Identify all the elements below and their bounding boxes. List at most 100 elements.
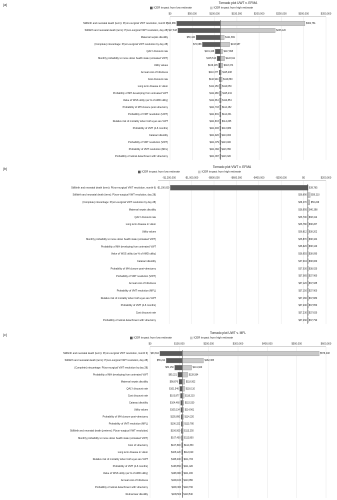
x-tick-label: $150,000 (232, 13, 243, 16)
x-tick-label: -$1,000,000 (185, 177, 199, 180)
category-label: Utility values (154, 64, 169, 67)
bar (177, 28, 221, 33)
bar (220, 21, 306, 26)
category-label: Cost discount rate (128, 394, 149, 397)
value-label: $111,289 (209, 93, 219, 95)
bar (216, 56, 221, 61)
bar (182, 358, 204, 364)
value-label: $104,460 (170, 402, 180, 404)
value-label: $109,300 (171, 487, 181, 489)
value-label: $302,781 (306, 23, 316, 25)
value-label: $236,120 (276, 30, 286, 32)
x-tick-label: $200,000 (254, 13, 265, 16)
value-label: $114,961 (185, 410, 195, 412)
x-tick-label: $350,000 (321, 13, 332, 16)
category-label: Annual cost of blindness (129, 282, 157, 285)
value-label: $108,400 (171, 459, 181, 461)
category-label: Utility values (142, 231, 157, 234)
value-label: $111,364 (209, 100, 219, 102)
value-label: $111,420 (184, 466, 194, 468)
bar (195, 35, 221, 40)
bar (307, 199, 310, 206)
value-label: $37,120 (298, 283, 307, 285)
bar (182, 400, 184, 406)
value-label: $38,120 (309, 246, 318, 248)
value-label: $36,955 (298, 254, 307, 256)
value-label: $37,900 (309, 290, 318, 292)
category-label: (Complete) miscarriage: P(non-surgical V… (82, 201, 156, 204)
value-label: $36,920 (298, 246, 307, 248)
value-label: $37,935 (309, 283, 318, 285)
value-label: $106,322 (171, 424, 181, 426)
bar (182, 393, 185, 399)
panel-label: (b) (3, 167, 7, 171)
category-label: QALY discount rate (127, 387, 149, 390)
value-label: $111,906 (210, 128, 220, 130)
value-label: $38,020 (309, 268, 318, 270)
category-label: Probability of MH closure post-vitrectom… (103, 416, 149, 419)
chart-title: Tornado plot UWT v. MFL (210, 331, 246, 335)
category-label: Annual cost of blindness (121, 479, 149, 482)
value-label: $112,350 (184, 445, 194, 447)
value-label: $116,860 (223, 79, 233, 81)
category-label: Probability of VMT resolution (MFL) (117, 289, 156, 292)
bar (182, 351, 320, 357)
legend-label: ICER impact from low estimate (134, 336, 173, 340)
value-label: $109,500 (172, 494, 182, 496)
category-label: Probability of VMT resolution (MFL) (129, 148, 168, 151)
value-label: $118,110 (186, 388, 196, 390)
legend-swatch (198, 170, 201, 174)
x-tick-label: $600,000 (321, 343, 332, 346)
value-label: $109,100 (171, 480, 181, 482)
x-tick-label: $300,000 (233, 343, 244, 346)
value-label: $111,979 (210, 142, 220, 144)
x-tick-label: $0 (149, 343, 152, 346)
category-label: Long term disease in vision (118, 451, 149, 454)
bar (180, 393, 183, 399)
category-label: Probability of MH developing from untrea… (113, 92, 168, 95)
value-label: $111,150 (209, 86, 219, 88)
category-label: Probability of VMT (4-6 months) (133, 127, 168, 130)
category-label: Probability of VMT resolution (VWT) (128, 141, 168, 144)
value-label: $112,800 (184, 438, 194, 440)
bar (179, 386, 183, 392)
value-label: $113,460 (222, 135, 232, 137)
bar (202, 42, 221, 47)
value-label: $37,085 (298, 276, 307, 278)
x-tick-label: -$800,000 (208, 177, 220, 180)
category-label: Maternal sepsis disutility (121, 380, 149, 383)
value-label: $37,200 (298, 305, 307, 307)
value-label: $111,603 (209, 121, 219, 123)
value-label: $101,446 (205, 51, 215, 53)
value-label: $33,812 (151, 353, 160, 355)
category-label: Monthly probability to move down health … (78, 437, 148, 440)
value-label: $84,150 (165, 367, 174, 369)
value-label: $72,688 (193, 44, 202, 46)
x-tick-label: $100,000 (174, 343, 185, 346)
bar (180, 407, 183, 413)
value-label: $109,105 (208, 65, 218, 67)
bar (159, 351, 183, 357)
value-label: $107,400 (171, 438, 181, 440)
category-label: Long term disease in vision (138, 85, 169, 88)
x-tick-label: -$600,000 (231, 177, 243, 180)
value-label: $108,650 (171, 466, 181, 468)
value-label: $111,992 (210, 149, 220, 151)
value-label: -$1,190,000 (157, 187, 170, 189)
value-label: $38,202 (309, 232, 318, 234)
value-label: $117,998 (224, 51, 234, 53)
value-label: $36,870 (298, 239, 307, 241)
bar (176, 21, 221, 26)
category-label: Stillbirth and neonatal death (term): P(… (83, 22, 168, 25)
chart-title: Tornado plot UWT v. EFMA (219, 1, 258, 5)
bar (220, 28, 276, 33)
value-label: $113,880 (222, 128, 232, 130)
category-label: (Complete) miscarriage: P(non-surgical V… (74, 366, 148, 369)
value-label: $114,331 (222, 114, 232, 116)
value-label: $111,700 (184, 459, 194, 461)
x-tick-label: $50,000 (188, 13, 198, 16)
category-label: Maternal sepsis disutility (129, 208, 157, 211)
value-label: $37,030 (298, 268, 307, 270)
legend-swatch (150, 6, 153, 10)
value-label: $39,785 (309, 187, 318, 189)
